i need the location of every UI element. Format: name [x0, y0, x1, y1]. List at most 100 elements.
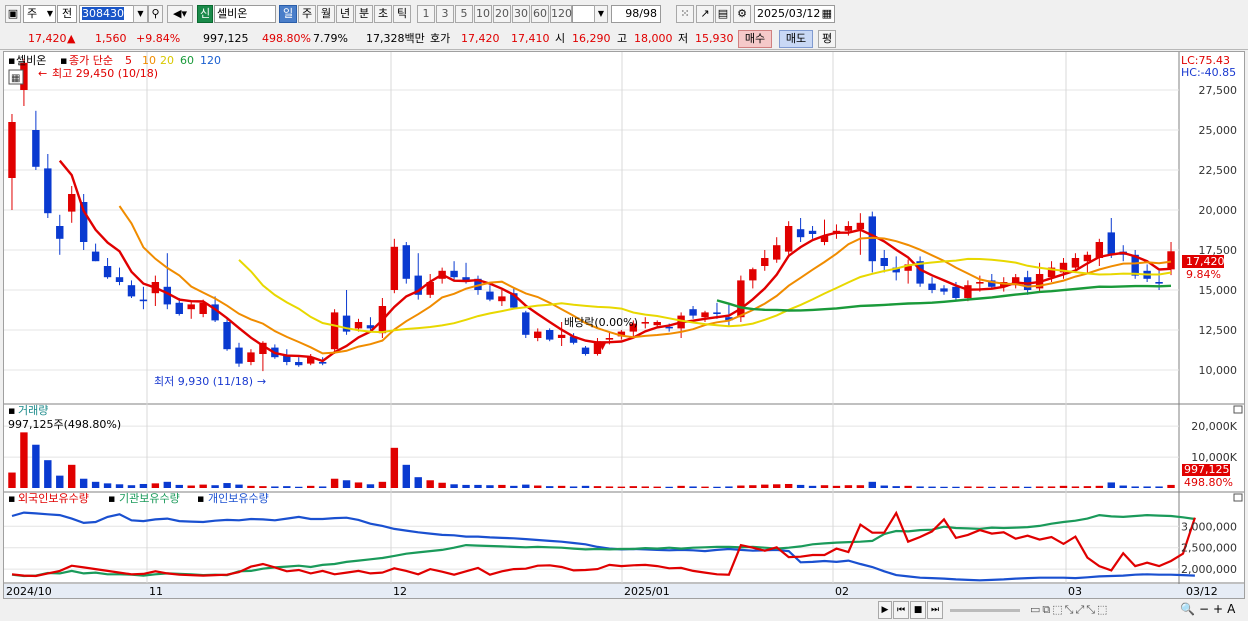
holding-panel-close-icon[interactable] [1233, 493, 1243, 502]
candle-body [103, 266, 112, 278]
period-tab-3[interactable]: 년 [336, 5, 354, 23]
stock-chart[interactable]: 10,000 12,500 15,000 17,500 20,000 22,500 25,0… [4, 52, 1244, 598]
date-input[interactable]: 2025/03/12 ▦ [754, 5, 835, 23]
interval-button-1[interactable]: 1 [417, 5, 435, 23]
volume-bar [235, 484, 243, 488]
save-icon[interactable]: ▤ [715, 5, 731, 23]
candle-body [856, 222, 865, 230]
period-tab-2[interactable]: 월 [317, 5, 335, 23]
period-tab-0[interactable]: 일 [279, 5, 297, 23]
current-price: 17,420 [28, 32, 67, 45]
interval-dropdown-icon[interactable]: ▼ [594, 5, 608, 23]
panel-handle-icon[interactable]: ▪ [8, 54, 15, 67]
price-tick-label: 15,000 [1199, 284, 1238, 297]
period-tab-4[interactable]: 분 [355, 5, 373, 23]
evaluate-button[interactable]: 평 [818, 30, 836, 48]
price-tick-label: 27,500 [1199, 84, 1238, 97]
candle-body [1155, 282, 1163, 284]
low-label: 저 [678, 32, 689, 45]
speaker-icon[interactable]: ◀▾ [167, 5, 193, 23]
search-icon[interactable]: ⚲ [148, 5, 163, 23]
zoom-slider[interactable] [950, 609, 1020, 612]
scroll-right-button[interactable]: ▶ [878, 601, 892, 619]
zoom-icons[interactable]: 🔍−+A [1180, 602, 1239, 616]
volume-bar [151, 483, 160, 488]
interval-button-20[interactable]: 20 [493, 5, 511, 23]
volume-bar [617, 486, 626, 488]
holding-panel-handle-icon[interactable]: ▪ [8, 492, 15, 505]
stock-name-field[interactable]: 셀비온 [214, 5, 276, 23]
calendar-icon[interactable]: ▦ [821, 7, 832, 20]
volume-bar [868, 481, 877, 488]
scope-select[interactable]: 전 [57, 5, 77, 23]
jump-end-button[interactable]: ⏭ [927, 601, 943, 619]
volume-bar [378, 481, 387, 488]
low-note: 최저 9,930 (11/18) [154, 375, 253, 388]
volume-bar [701, 486, 709, 488]
candle-body [593, 341, 602, 354]
volume-bar [1035, 486, 1044, 488]
candle-body [79, 202, 88, 242]
volume-bars [8, 432, 1175, 488]
interval-button-30[interactable]: 30 [512, 5, 530, 23]
grid-icon[interactable]: ⁙ [676, 5, 694, 23]
interval-button-10[interactable]: 10 [474, 5, 492, 23]
volume-bar [761, 484, 769, 488]
stop-button[interactable]: ■ [910, 601, 926, 619]
x-axis-band [4, 584, 1244, 598]
volume-bar [713, 486, 721, 488]
volume-bar [1083, 486, 1092, 488]
calculator-icon[interactable] [8, 69, 24, 85]
volume-bar [892, 486, 900, 488]
count-field[interactable]: 98/98 [611, 5, 661, 23]
interval-button-120[interactable]: 120 [550, 5, 572, 23]
period-tab-1[interactable]: 주 [298, 5, 316, 23]
code-dropdown-icon[interactable]: ▼ [133, 5, 148, 23]
draw-tool-icon[interactable]: ↗ [696, 5, 714, 23]
volume-last-tag-bg [1182, 464, 1230, 476]
candle-body [904, 264, 912, 271]
period-tab-6[interactable]: 틱 [393, 5, 411, 23]
interval-button-3[interactable]: 3 [436, 5, 454, 23]
volume-panel-handle-icon[interactable]: ▪ [8, 404, 15, 417]
holding-tick-label: 2,500,000 [1181, 542, 1237, 555]
candle-body [964, 285, 972, 298]
period-tab-5[interactable]: 초 [374, 5, 392, 23]
zoom-out-icon[interactable]: − [1198, 602, 1214, 616]
code-input[interactable]: 308430 [79, 5, 134, 23]
jump-start-button[interactable]: ⏮ [893, 601, 909, 619]
candle-body [295, 362, 303, 366]
candle-body [1047, 267, 1056, 278]
volume-bar [796, 484, 805, 488]
tool-icons[interactable]: ▭⧉⬚⤡⤢⤡⬚ [1030, 603, 1110, 616]
auto-scale-icon[interactable]: A [1227, 602, 1240, 616]
sell-button[interactable]: 매도 [779, 30, 813, 48]
volume-bar [665, 486, 673, 488]
window-menu-icon[interactable]: ▣ [5, 5, 21, 23]
buy-button[interactable]: 매수 [738, 30, 772, 48]
volume-bar [247, 485, 255, 488]
volume-bar [773, 484, 781, 488]
interval-button-5[interactable]: 5 [455, 5, 473, 23]
magnifier-icon[interactable]: 🔍 [1180, 602, 1199, 616]
candle-body [689, 309, 697, 316]
volume-bar [1155, 486, 1163, 488]
chart-area[interactable]: 10,000 12,500 15,000 17,500 20,000 22,500 25,0… [3, 51, 1245, 599]
candle-body [952, 286, 960, 298]
candle-body [330, 312, 339, 350]
volume-panel-close-icon[interactable] [1233, 405, 1243, 414]
gear-icon[interactable]: ⚙ [733, 5, 751, 23]
volume-bar [295, 486, 303, 488]
scope-select-value: 전 [61, 7, 73, 20]
candle-body [1011, 277, 1020, 286]
candle-body [283, 355, 291, 362]
period-select[interactable]: 주 ▼ [23, 5, 56, 23]
volume-bar [593, 486, 602, 488]
candle-body [139, 299, 148, 302]
interval-button-60[interactable]: 60 [531, 5, 549, 23]
price-tick-label: 12,500 [1199, 324, 1238, 337]
ma-legend-60: 60 [180, 54, 194, 67]
volume-bar [259, 486, 267, 488]
zoom-in-icon[interactable]: + [1213, 602, 1228, 616]
candle-body [844, 226, 853, 231]
